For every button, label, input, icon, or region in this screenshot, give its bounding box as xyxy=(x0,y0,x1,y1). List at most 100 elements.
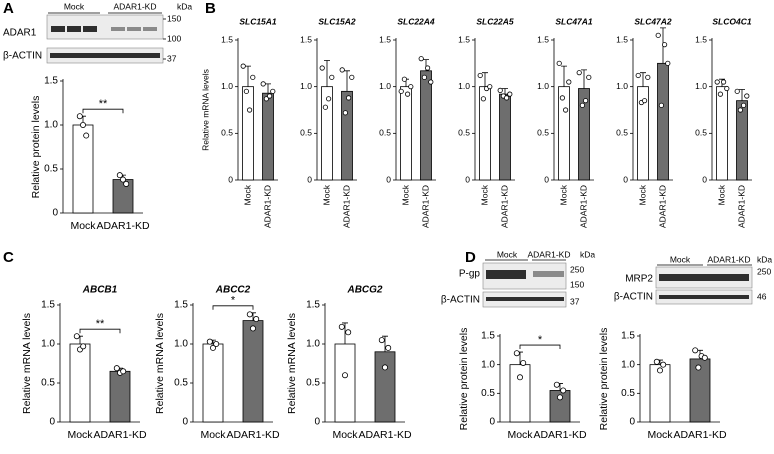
y-tick-label: 0.5 xyxy=(379,128,391,138)
data-point xyxy=(120,176,127,183)
y-tick-label: 0.5 xyxy=(621,388,635,399)
chart-title: ABCG2 xyxy=(346,285,382,296)
data-point xyxy=(507,91,513,97)
x-tick-label: ADAR1-KD xyxy=(533,429,587,441)
error-bar xyxy=(482,72,488,87)
band xyxy=(51,26,65,32)
data-point xyxy=(586,74,592,80)
panel-letter: D xyxy=(465,249,476,266)
x-tick-label: ADAR1-KD xyxy=(93,429,147,441)
row-label: β-ACTIN xyxy=(3,51,42,62)
data-point xyxy=(517,374,524,381)
error-bar xyxy=(342,322,348,344)
x-tick-label: ADAR1-KD xyxy=(96,220,150,232)
bar xyxy=(374,351,396,423)
bar xyxy=(420,70,432,181)
x-tick-label: Mock xyxy=(507,429,533,441)
data-point xyxy=(349,74,355,80)
y-axis-label: Relative protein levels xyxy=(458,328,470,431)
data-point xyxy=(553,381,560,388)
data-point xyxy=(250,74,256,80)
data-point xyxy=(424,65,431,71)
significance-label: * xyxy=(231,295,236,307)
y-tick-label: 0 xyxy=(702,174,707,184)
significance-bracket xyxy=(82,108,124,114)
x-tick-label: ADAR1-KD xyxy=(341,185,351,228)
x-tick-label: ADAR1-KD xyxy=(673,429,727,441)
data-point xyxy=(345,95,352,101)
data-point xyxy=(692,347,699,354)
y-tick-label: 1.0 xyxy=(306,339,320,350)
x-tick-label: Mock xyxy=(637,184,647,205)
bar xyxy=(509,364,531,423)
data-point xyxy=(660,361,667,368)
x-tick-label: ADAR1-KD xyxy=(226,429,280,441)
y-tick-label: 1.5 xyxy=(379,34,391,44)
data-point xyxy=(381,364,388,371)
data-point xyxy=(520,359,527,366)
x-tick-label: ADAR1-KD xyxy=(358,429,412,441)
y-tick-label: 0.5 xyxy=(300,128,312,138)
data-point xyxy=(76,113,83,120)
x-tick-label: Mock xyxy=(400,184,410,205)
y-tick-label: 1.0 xyxy=(616,81,628,91)
y-tick-label: 0 xyxy=(52,208,58,219)
x-tick-label: ADAR1-KD xyxy=(262,185,272,228)
data-point xyxy=(329,74,335,80)
bar xyxy=(242,86,254,181)
chart-title: SLC15A2 xyxy=(318,16,356,26)
band xyxy=(659,274,749,281)
error-bar xyxy=(265,83,271,94)
y-tick-label: 1.5 xyxy=(306,300,320,311)
lane-label: ADAR1-KD xyxy=(708,254,751,264)
chart-title: ABCB1 xyxy=(82,285,118,296)
unit-label: kDa xyxy=(580,249,595,259)
data-point xyxy=(123,180,130,187)
y-axis-label: Relative mRNA levels xyxy=(154,313,166,414)
data-point xyxy=(665,60,671,66)
data-point xyxy=(80,343,87,350)
band xyxy=(486,270,526,279)
data-point xyxy=(398,88,404,94)
data-point xyxy=(477,72,483,79)
marker-label: 250 xyxy=(570,264,584,274)
data-point xyxy=(341,372,348,379)
band xyxy=(127,27,141,31)
data-point xyxy=(83,132,90,139)
data-point xyxy=(342,110,348,116)
row-label: β-ACTIN xyxy=(441,295,480,306)
data-point xyxy=(240,63,246,69)
y-tick-label: 0 xyxy=(623,174,628,184)
x-tick-label: ADAR1-KD xyxy=(736,185,746,228)
chart-title: SLCO4C1 xyxy=(712,16,751,26)
western-blot: Mock ADAR1-KD kDa MRP2 β-ACTIN 250 46 xyxy=(614,254,772,305)
y-tick-label: 1.0 xyxy=(44,120,58,131)
x-tick-label: Mock xyxy=(332,429,358,441)
band xyxy=(533,271,564,277)
y-axis-label: Relative protein levels xyxy=(30,96,42,199)
data-point xyxy=(503,95,510,101)
data-point xyxy=(740,102,747,108)
lane-label: ADAR1-KD xyxy=(114,1,157,11)
data-point xyxy=(322,104,328,110)
bar xyxy=(242,320,264,423)
chart-title: SLC47A1 xyxy=(555,16,593,26)
unit-label: kDa xyxy=(757,254,772,264)
data-point xyxy=(560,387,567,394)
data-point xyxy=(635,72,641,79)
data-point xyxy=(657,367,664,374)
y-tick-label: 1.0 xyxy=(221,81,233,91)
y-tick-label: 1.0 xyxy=(537,81,549,91)
y-tick-label: 0 xyxy=(228,174,233,184)
bar xyxy=(334,343,356,423)
y-tick-label: 1.0 xyxy=(379,81,391,91)
data-point xyxy=(206,338,213,345)
y-tick-label: 0 xyxy=(465,174,470,184)
y-tick-label: 1.0 xyxy=(481,359,495,370)
error-bar xyxy=(502,88,508,95)
y-tick-label: 1.0 xyxy=(41,339,55,350)
y-tick-label: 0 xyxy=(544,174,549,184)
data-point xyxy=(556,60,562,66)
data-point xyxy=(325,96,332,102)
